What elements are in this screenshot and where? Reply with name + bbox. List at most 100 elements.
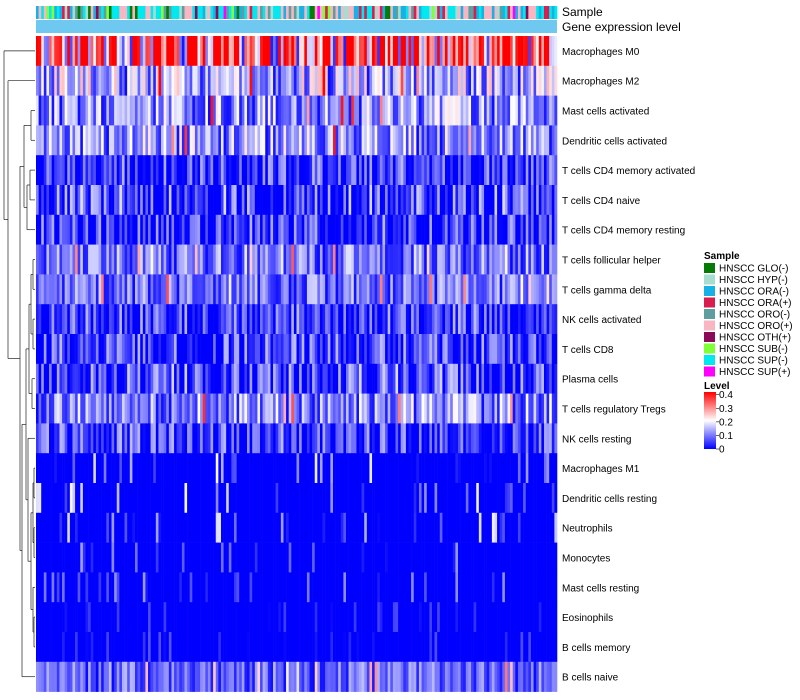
heatmap-cell xyxy=(530,95,534,126)
heatmap-cell xyxy=(426,661,430,692)
heatmap-cell xyxy=(218,363,222,394)
heatmap-cell xyxy=(439,363,443,394)
heatmap-cell xyxy=(353,95,357,126)
heatmap-cell xyxy=(494,304,498,335)
heatmap-cell xyxy=(291,661,295,692)
heatmap-cell xyxy=(528,512,532,543)
heatmap-cell xyxy=(398,363,401,394)
heatmap-cell xyxy=(145,304,149,335)
heatmap-cell xyxy=(184,36,188,67)
heatmap-cell xyxy=(254,602,258,633)
heatmap-cell xyxy=(215,512,219,543)
heatmap-cell xyxy=(374,423,378,454)
heatmap-cell xyxy=(369,304,373,335)
sample-legend-label: HNSCC HYP(-) xyxy=(719,275,788,286)
heatmap-cell xyxy=(478,65,482,96)
heatmap-cell xyxy=(56,512,60,543)
heatmap-cell xyxy=(442,602,446,633)
heatmap-cell xyxy=(189,65,193,96)
heatmap-cell xyxy=(254,572,258,603)
heatmap-cell xyxy=(476,185,480,216)
heatmap-cell xyxy=(286,572,289,603)
heatmap-cell xyxy=(213,155,217,186)
heatmap-cell xyxy=(356,602,360,633)
heatmap-cell xyxy=(247,214,250,245)
heatmap-cell xyxy=(312,423,316,454)
heatmap-cell xyxy=(93,244,97,275)
heatmap-cell xyxy=(515,483,519,514)
heatmap-cell xyxy=(257,185,261,216)
heatmap-cell xyxy=(476,274,480,305)
heatmap-cell xyxy=(353,483,357,514)
heatmap-cell xyxy=(322,125,326,156)
heatmap-cell xyxy=(239,185,243,216)
heatmap-cell xyxy=(291,542,295,573)
heatmap-cell xyxy=(38,304,42,335)
heatmap-cell xyxy=(413,512,417,543)
heatmap-cell xyxy=(62,512,65,543)
heatmap-cell xyxy=(512,602,516,633)
heatmap-cell xyxy=(369,661,373,692)
heatmap-cell xyxy=(153,65,157,96)
heatmap-cell xyxy=(49,512,52,543)
heatmap-cell xyxy=(155,572,159,603)
heatmap-cell xyxy=(338,572,342,603)
heatmap-cell xyxy=(244,572,248,603)
heatmap-cell xyxy=(59,393,63,424)
heatmap-cell xyxy=(411,274,415,305)
heatmap-cell xyxy=(429,453,433,484)
sample-track-cell xyxy=(379,6,383,19)
heatmap-cell xyxy=(424,483,428,514)
heatmap-cell xyxy=(82,453,86,484)
heatmap-cell xyxy=(421,304,425,335)
heatmap-cell xyxy=(405,483,409,514)
heatmap-cell xyxy=(499,453,503,484)
heatmap-cell xyxy=(486,483,490,514)
heatmap-cell xyxy=(499,423,503,454)
heatmap-cell xyxy=(392,65,396,96)
heatmap-cell xyxy=(346,214,349,245)
heatmap-cell xyxy=(90,334,94,365)
heatmap-cell xyxy=(351,214,355,245)
sample-legend-swatch xyxy=(704,286,715,296)
heatmap-cell xyxy=(361,393,365,424)
heatmap-cell xyxy=(267,334,271,365)
heatmap-cell xyxy=(200,453,204,484)
heatmap-cell xyxy=(142,423,146,454)
heatmap-cell xyxy=(179,661,183,692)
heatmap-cell xyxy=(233,125,237,156)
sample-track-cell xyxy=(114,6,118,19)
heatmap-cell xyxy=(335,393,339,424)
heatmap-cell xyxy=(372,304,375,335)
heatmap-cell xyxy=(372,36,375,67)
heatmap-cell xyxy=(194,274,198,305)
heatmap-cell xyxy=(145,274,149,305)
heatmap-cell xyxy=(382,125,386,156)
heatmap-cell xyxy=(444,423,448,454)
heatmap-cell xyxy=(471,602,474,633)
heatmap-cell xyxy=(304,274,308,305)
heatmap-cell xyxy=(127,334,131,365)
heatmap-cell xyxy=(348,244,352,275)
heatmap-cell xyxy=(327,274,331,305)
heatmap-cell xyxy=(429,36,433,67)
heatmap-cell xyxy=(213,363,217,394)
heatmap-cell xyxy=(210,572,214,603)
heatmap-cell xyxy=(395,363,399,394)
heatmap-cell xyxy=(392,661,396,692)
heatmap-cell xyxy=(241,334,245,365)
heatmap-cell xyxy=(366,572,370,603)
heatmap-cell xyxy=(458,542,461,573)
heatmap-cell xyxy=(111,244,115,275)
heatmap-cell xyxy=(98,274,102,305)
heatmap-cell xyxy=(278,602,282,633)
heatmap-cell xyxy=(447,632,451,663)
heatmap-cell xyxy=(437,36,441,67)
heatmap-cell xyxy=(382,542,386,573)
heatmap-cell xyxy=(85,453,89,484)
heatmap-cell xyxy=(554,483,558,514)
heatmap-cell xyxy=(223,36,227,67)
heatmap-cell xyxy=(421,483,425,514)
heatmap-cell xyxy=(288,155,292,186)
heatmap-cell xyxy=(90,155,94,186)
